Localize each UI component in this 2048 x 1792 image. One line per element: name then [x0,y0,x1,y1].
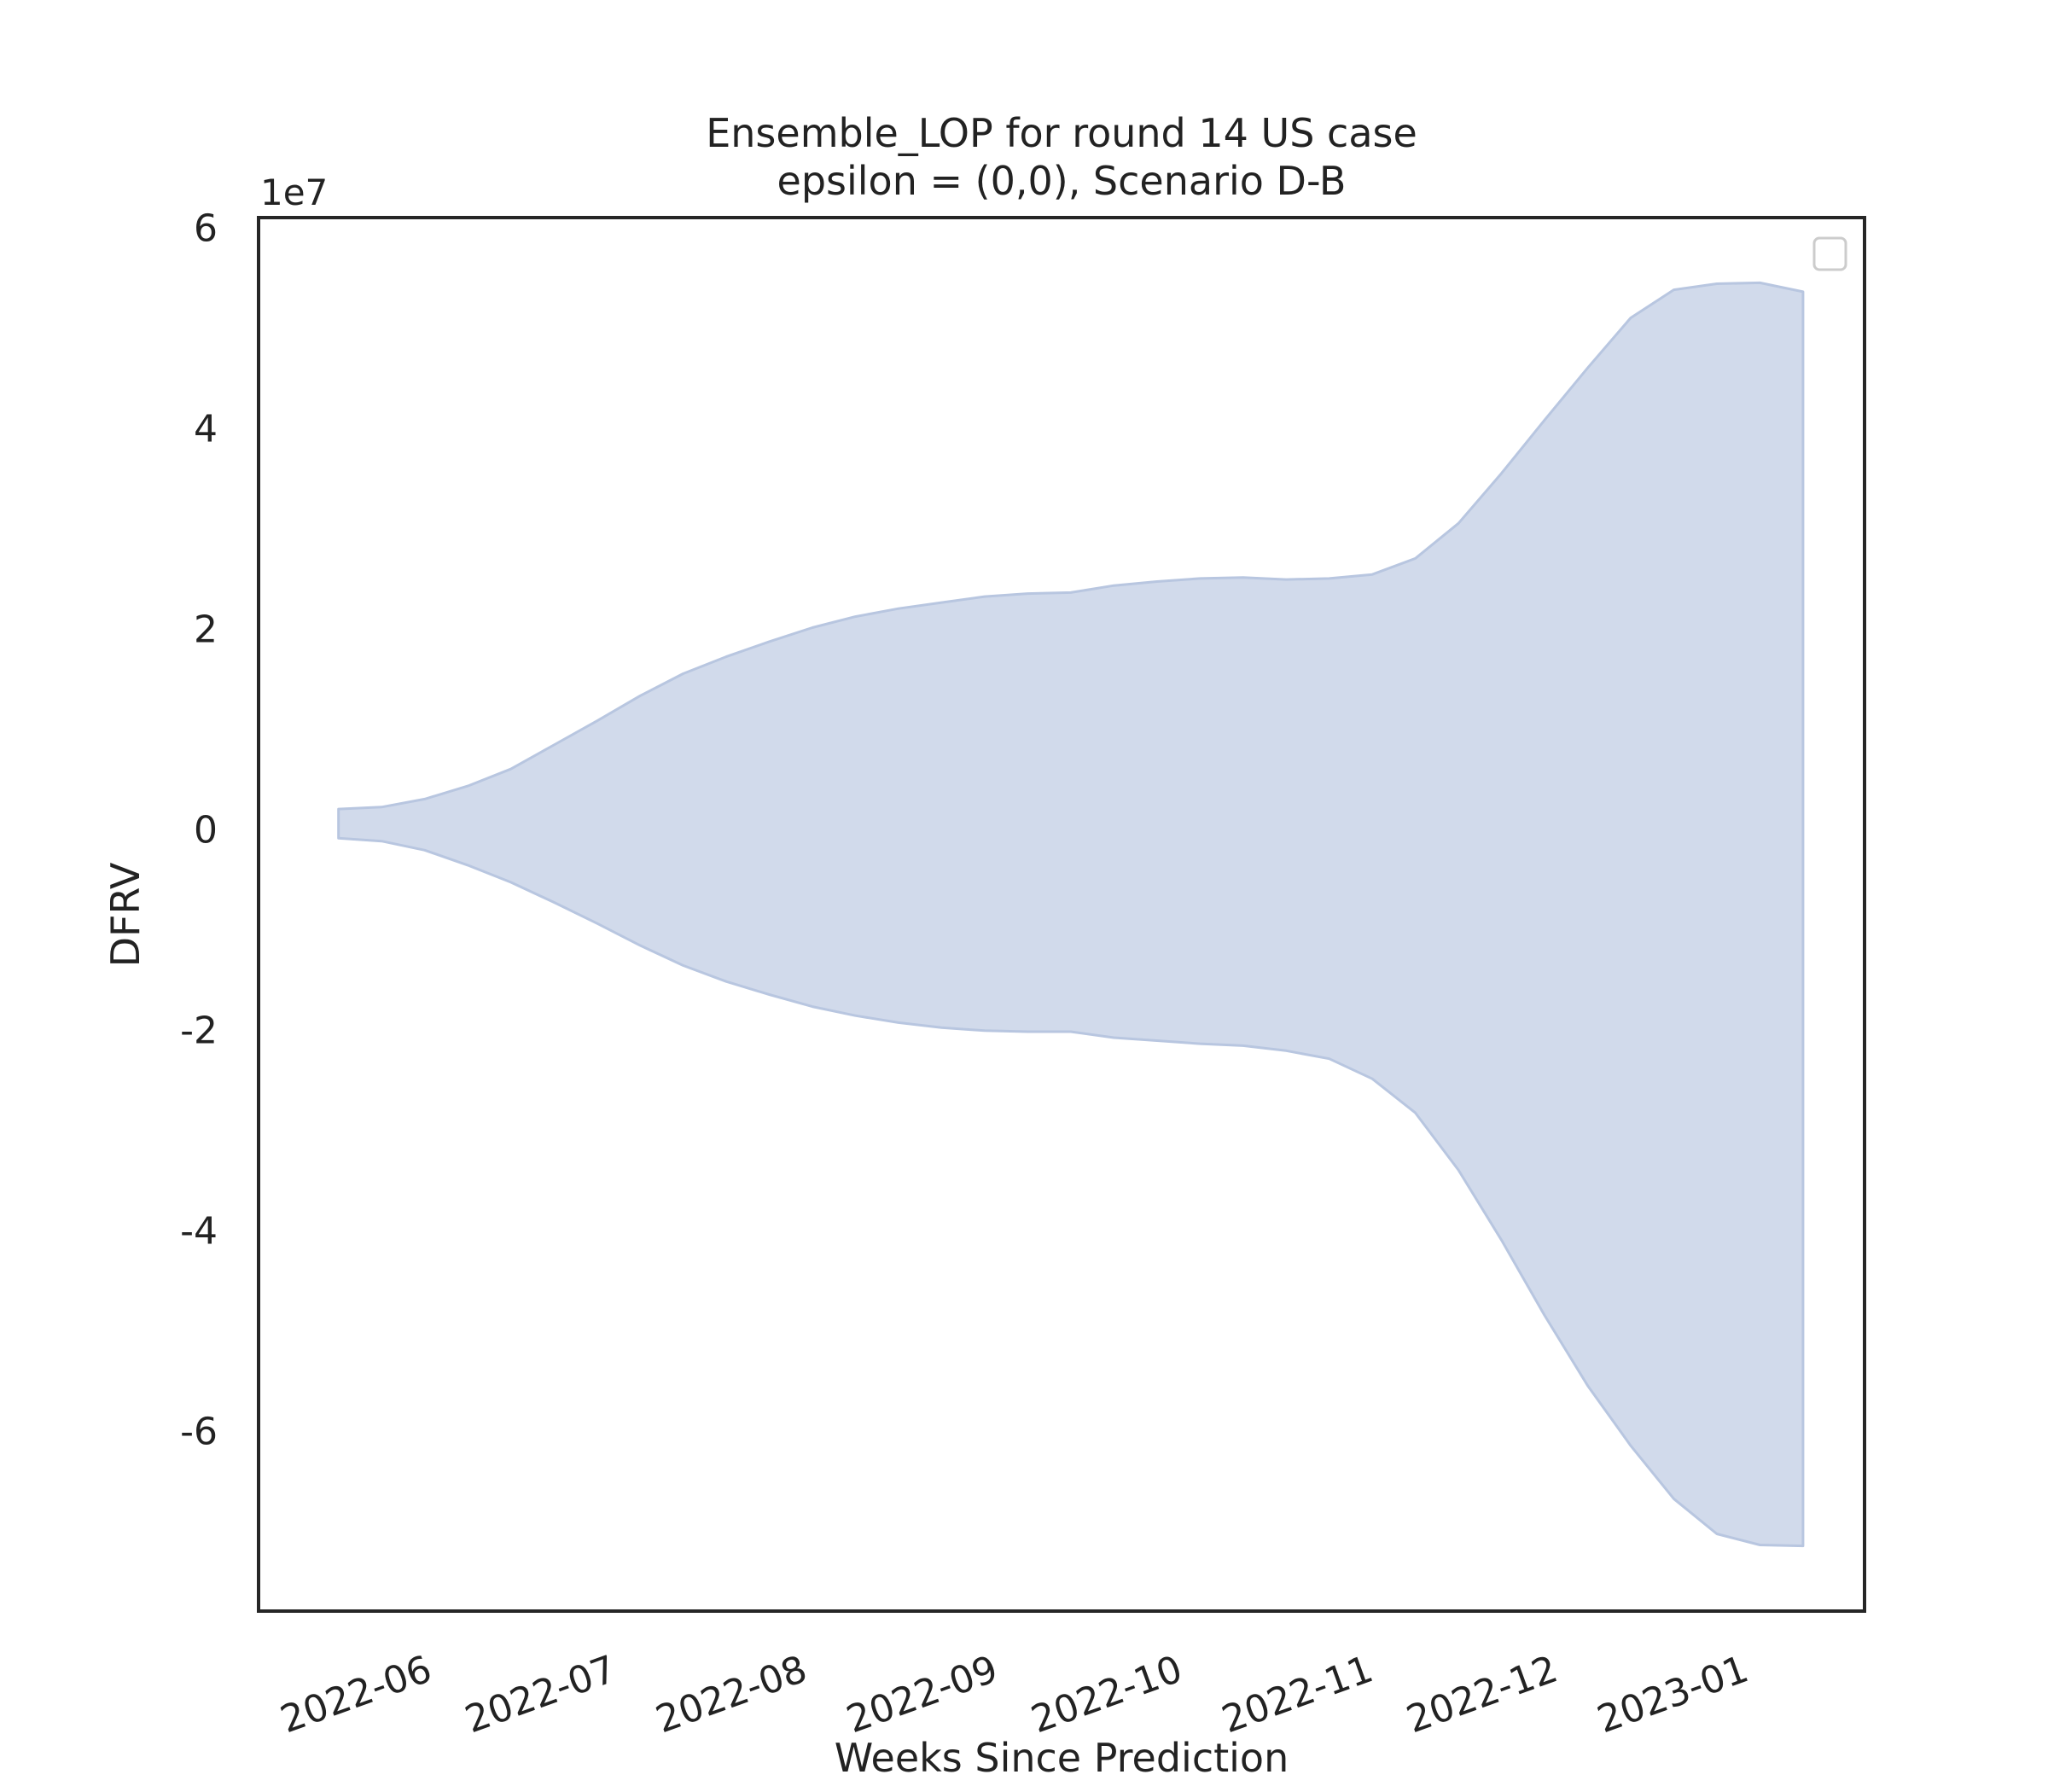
chart-title: Ensemble_LOP for round 14 US case [706,110,1417,156]
plot-frame [257,216,1866,1613]
y-tick-label: 6 [194,207,218,251]
x-axis-label: Weeks Since Prediction [835,1735,1289,1781]
y-axis-ticks: -6 -4 -2 0 2 4 6 [180,207,218,1454]
uncertainty-band-0 [337,281,1805,1548]
y-scale-label: 1e7 [260,172,328,213]
y-tick-label: -6 [180,1411,218,1454]
band-layer [337,281,1805,1548]
y-axis-label: DFRV [102,862,148,967]
y-tick-label: 2 [194,608,218,652]
y-tick-label: -4 [180,1210,218,1254]
y-tick-label: -2 [180,1009,218,1053]
legend-box [1812,236,1847,271]
y-tick-label: 0 [194,809,218,852]
chart-subtitle: epsilon = (0,0), Scenario D-B [777,158,1347,204]
y-tick-label: 4 [194,408,218,451]
